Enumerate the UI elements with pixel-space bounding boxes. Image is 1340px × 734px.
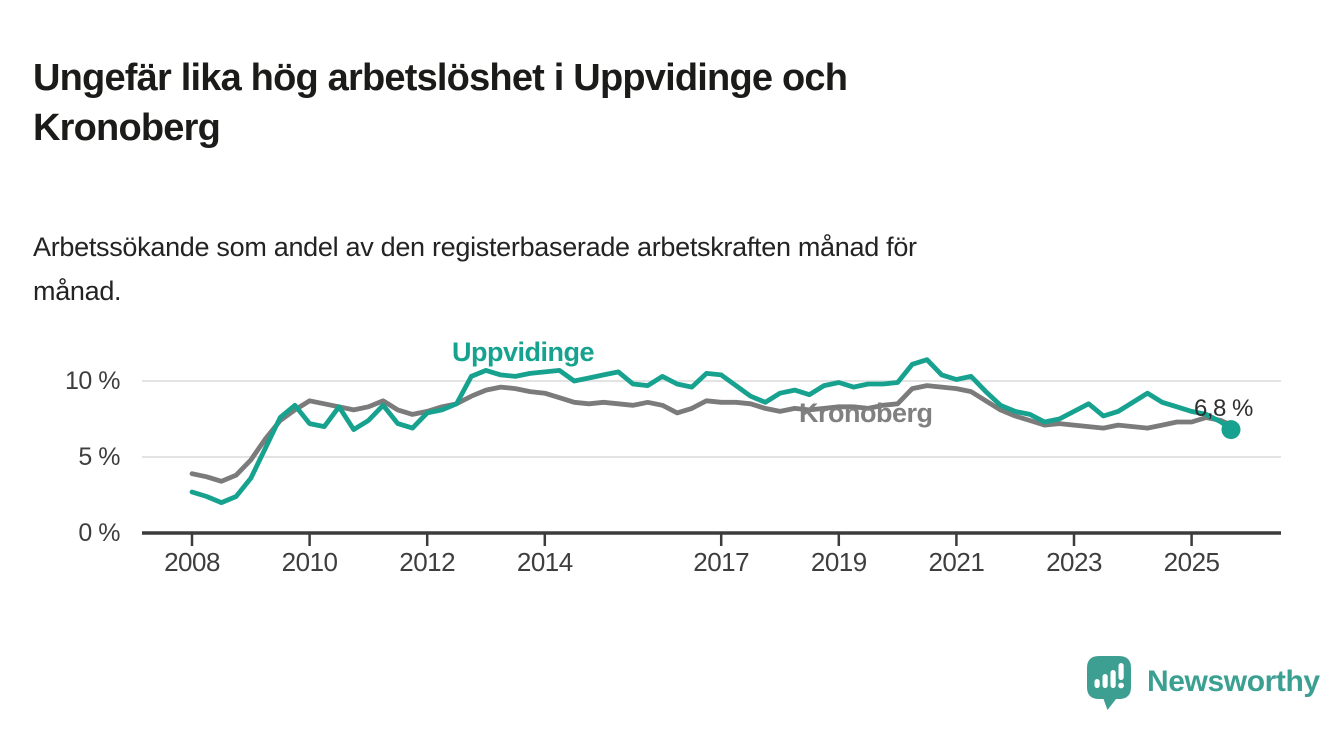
y-axis-label: 5 % xyxy=(78,443,120,471)
logo-bar-1 xyxy=(1094,679,1100,688)
chart-subtitle-line-2: månad. xyxy=(33,276,122,306)
chart-subtitle-line-1: Arbetssökande som andel av den registerb… xyxy=(33,232,917,262)
x-axis-label: 2021 xyxy=(928,547,985,577)
series-label-uppvidinge: Uppvidinge xyxy=(452,337,595,367)
logo-bar-2 xyxy=(1102,674,1108,688)
x-axis-label: 2014 xyxy=(516,547,573,577)
x-axis-label: 2008 xyxy=(164,547,220,577)
page-title: Ungefär lika hög arbetslöshet i Uppvidin… xyxy=(33,53,1273,153)
last-value-annotation: 6,8 % xyxy=(1194,395,1253,422)
x-axis-label: 2017 xyxy=(693,547,750,577)
brand-footer: Newsworthy xyxy=(1086,654,1320,714)
page-title-line-2: Kronoberg xyxy=(33,107,221,150)
y-axis-label: 0 % xyxy=(78,519,120,547)
logo-exclamation-stem xyxy=(1118,663,1124,680)
brand-wordmark: Newsworthy xyxy=(1147,665,1320,698)
x-axis-label: 2023 xyxy=(1046,547,1102,577)
kronoberg-line xyxy=(189,383,1234,484)
logo-bar-3 xyxy=(1110,670,1116,688)
last-point-dot xyxy=(1221,420,1241,440)
x-axis-label: 2012 xyxy=(399,547,456,577)
x-axis-label: 2010 xyxy=(281,547,338,577)
uppvidinge-line xyxy=(189,357,1234,506)
page-title-line-1: Ungefär lika hög arbetslöshet i Uppvidin… xyxy=(33,57,848,100)
logo-exclamation-dot xyxy=(1118,682,1124,689)
newsworthy-logo-icon xyxy=(1087,656,1131,710)
y-axis-label: 10 % xyxy=(65,367,120,395)
x-axis-label: 2019 xyxy=(810,547,867,577)
chart-subtitle: Arbetssökande som andel av den registerb… xyxy=(33,225,1273,313)
speech-bubble-shape xyxy=(1087,656,1131,710)
series-label-kronoberg: Kronoberg xyxy=(799,398,933,428)
x-axis-label: 2025 xyxy=(1163,547,1220,577)
